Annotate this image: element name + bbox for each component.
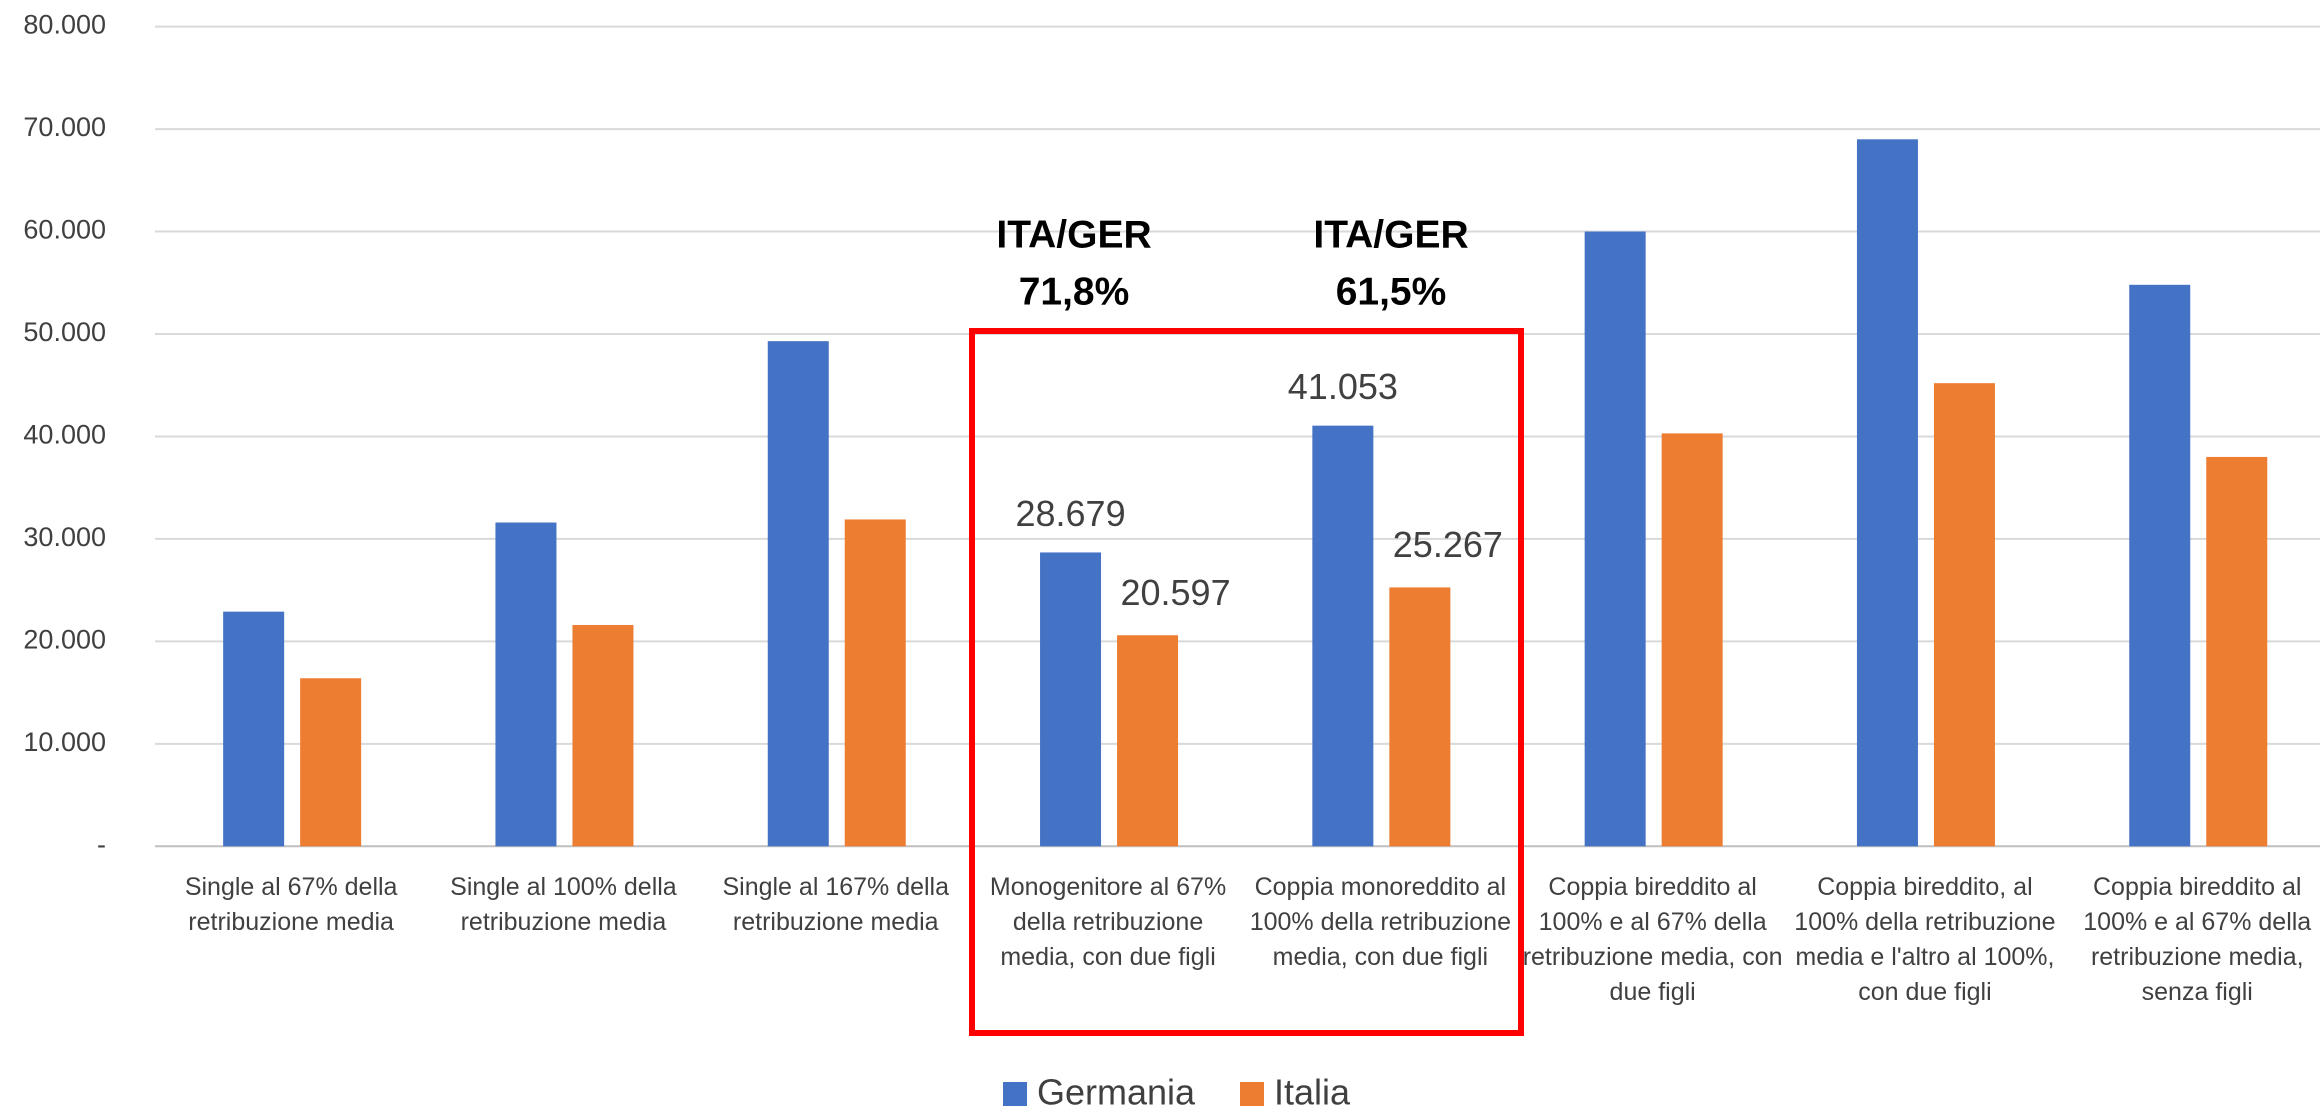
- bar: [1661, 433, 1723, 847]
- bar: [1312, 425, 1374, 847]
- bar: [1389, 587, 1451, 847]
- legend-label: Italia: [1274, 1072, 1351, 1113]
- x-tick-label: Monogenitore al 67% della retribuzione m…: [989, 873, 1227, 971]
- bar: [2206, 456, 2268, 847]
- annotation: ITA/GER: [1313, 213, 1468, 256]
- annotation: ITA/GER: [996, 213, 1151, 256]
- x-tick-label: Single al 67% della retribuzione media: [184, 873, 398, 936]
- annotation: 61,5%: [1336, 270, 1447, 313]
- legend-swatch: [1003, 1082, 1027, 1106]
- x-tick-label: Coppia bireddito, al 100% della retribuz…: [1794, 873, 2056, 1006]
- bar: [223, 611, 285, 847]
- bar: [572, 624, 634, 847]
- bar: [495, 522, 557, 847]
- bar: [300, 678, 362, 847]
- legend-swatch: [1240, 1082, 1264, 1106]
- data-label: 25.267: [1393, 524, 1503, 565]
- y-tick-label: 80.000: [23, 10, 106, 40]
- x-tick-label: Coppia monoreddito al 100% della retribu…: [1249, 873, 1511, 971]
- annotation: 71,8%: [1019, 270, 1130, 313]
- y-tick-label: -: [97, 829, 106, 859]
- data-label: 28.679: [1015, 493, 1125, 534]
- data-label: 20.597: [1120, 572, 1230, 613]
- data-label: 41.053: [1288, 366, 1398, 407]
- y-tick-label: 10.000: [23, 727, 106, 757]
- y-tick-label: 20.000: [23, 625, 106, 655]
- bar: [1117, 635, 1179, 847]
- bar: [844, 519, 906, 847]
- bar: [767, 341, 829, 847]
- bar: [1584, 231, 1646, 847]
- x-tick-label: Coppia bireddito al 100% e al 67% della …: [2083, 873, 2312, 1006]
- bar: [1856, 139, 1918, 847]
- y-tick-label: 60.000: [23, 215, 106, 245]
- highlight-box: [969, 328, 1524, 1036]
- x-tick-label: Coppia bireddito al 100% e al 67% della …: [1522, 873, 1783, 1006]
- y-tick-label: 70.000: [23, 112, 106, 142]
- bar: [1933, 383, 1995, 847]
- y-tick-label: 30.000: [23, 522, 106, 552]
- y-tick-label: 50.000: [23, 317, 106, 347]
- y-tick-label: 40.000: [23, 420, 106, 450]
- x-tick-label: Single al 100% della retribuzione media: [450, 873, 677, 936]
- bar: [1040, 552, 1102, 847]
- x-tick-label: Single al 167% della retribuzione media: [722, 873, 950, 936]
- bar: [2129, 284, 2191, 847]
- legend-label: Germania: [1037, 1072, 1196, 1113]
